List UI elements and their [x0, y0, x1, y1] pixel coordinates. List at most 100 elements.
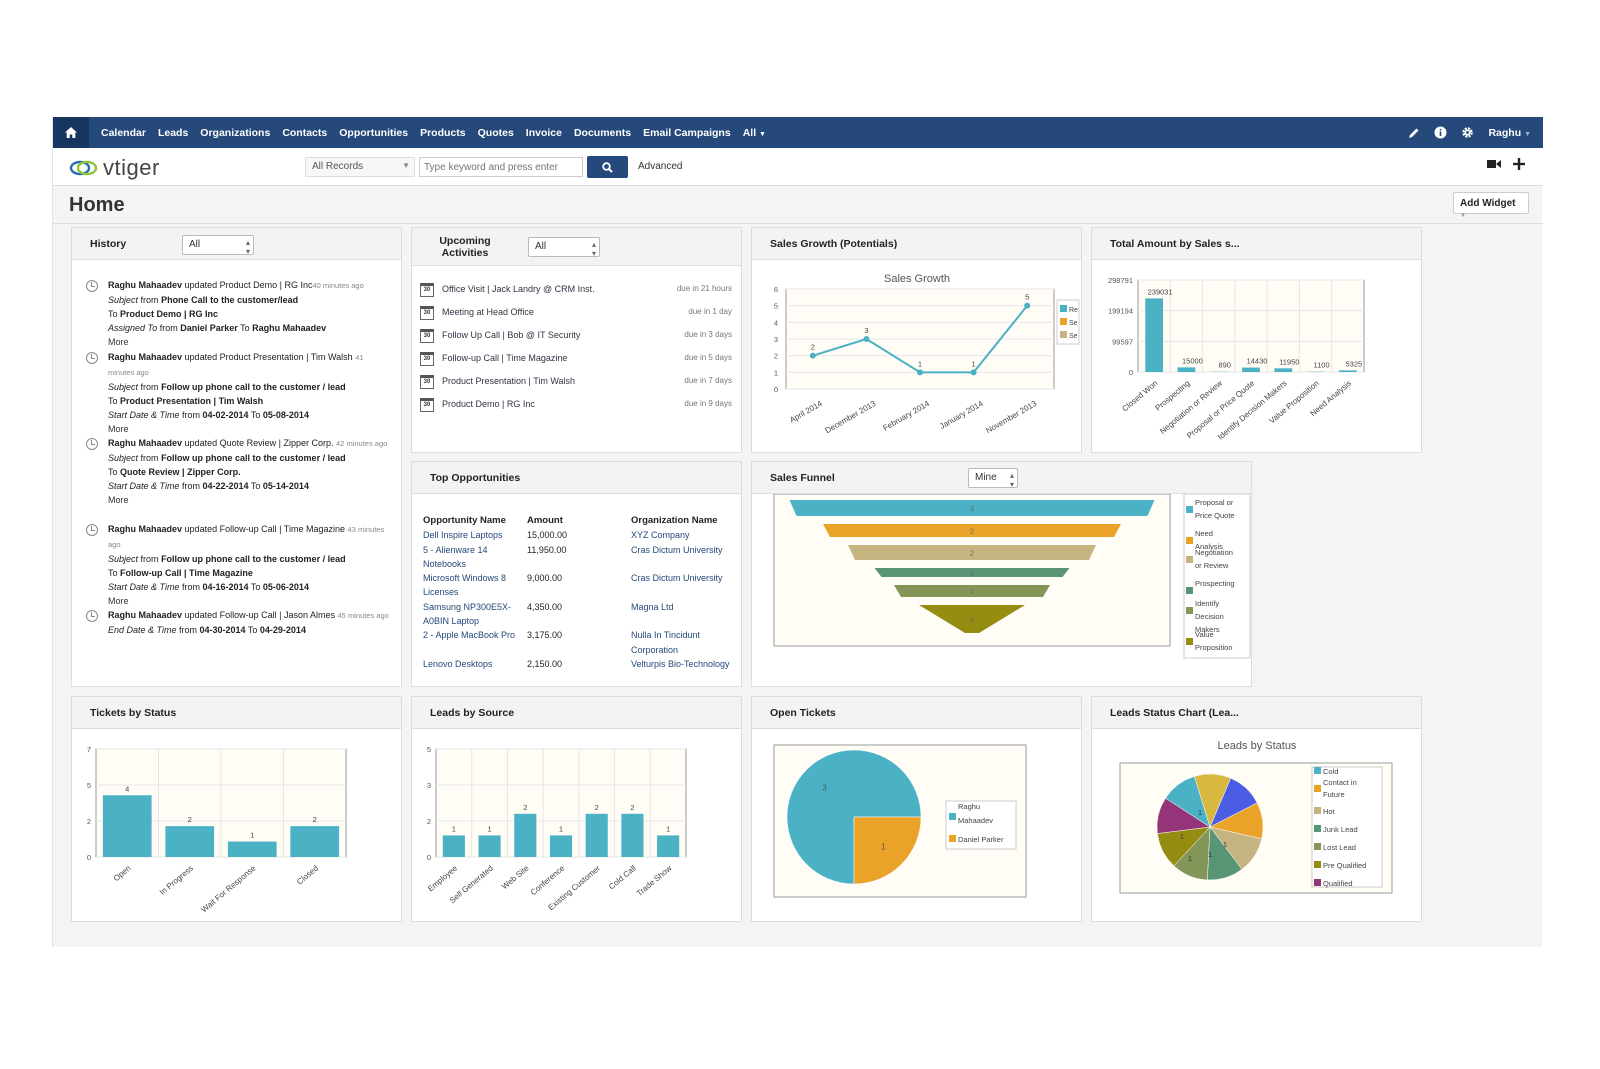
activity-title[interactable]: Meeting at Head Office — [442, 307, 534, 317]
widget-header: Leads by Source — [412, 697, 741, 729]
nav-opportunities[interactable]: Opportunities — [339, 126, 409, 139]
amount: 3,175.00 — [527, 630, 563, 641]
activity-row[interactable]: 30 Product Demo | RG Inc due in 9 days — [420, 397, 732, 415]
vtiger-logo[interactable]: vtiger — [69, 155, 160, 181]
opportunity-name[interactable]: 5 - Alienware 14 Notebooks — [423, 544, 488, 569]
search-button[interactable] — [587, 156, 628, 178]
table-row[interactable]: Dell Inspire Laptops 15,000.00 XYZ Company — [423, 528, 735, 542]
more-link[interactable]: More — [108, 337, 129, 347]
activity-title[interactable]: Follow-up Call | Time Magazine — [442, 353, 568, 363]
sales-growth-chart: Sales Growth 0 1 2 3 4 5 6 2 April 2014 3 December … — [774, 273, 1080, 435]
activity-row[interactable]: 30 Follow Up Call | Bob @ IT Security due … — [420, 328, 732, 346]
history-target[interactable]: Follow-up Call | Jason Almes — [219, 610, 335, 620]
legend-label-line: Identify — [1195, 599, 1219, 608]
more-link[interactable]: More — [108, 495, 129, 505]
video-camera-icon[interactable] — [1487, 159, 1501, 169]
y-tick-label: 199194 — [1108, 307, 1133, 316]
legend-box — [1183, 494, 1251, 659]
more-link[interactable]: More — [108, 596, 129, 606]
organization-name[interactable]: Magna Ltd — [631, 601, 674, 612]
nav-email-campaigns[interactable]: Email Campaigns — [643, 126, 731, 139]
sales-growth-widget: Sales Growth (Potentials) Sales Growth 0 1… — [751, 227, 1082, 453]
data-label: 1 — [970, 615, 974, 624]
organization-name[interactable]: Cras Dictum University — [631, 544, 723, 555]
table-row[interactable]: 2 - Apple MacBook Pro 3,175.00 Nulla In Ti… — [423, 628, 735, 657]
organization-name[interactable]: XYZ Company — [631, 530, 690, 541]
from-label: from — [140, 382, 159, 392]
from-label: from — [159, 323, 178, 333]
add-widget-button[interactable]: Add Widget ▼ — [1453, 192, 1529, 219]
table-row[interactable]: Samsung NP300E5X-A0BIN Laptop 4,350.00 Mag… — [423, 600, 735, 629]
search-input[interactable] — [419, 157, 583, 177]
y-tick-label: 0 — [427, 853, 431, 862]
nav-leads[interactable]: Leads — [157, 126, 189, 139]
history-user: Raghu Mahaadev — [108, 352, 183, 362]
history-target[interactable]: Follow-up Call | Time Magazine — [219, 524, 345, 534]
nav-quotes[interactable]: Quotes — [477, 126, 514, 139]
nav-contacts[interactable]: Contacts — [282, 126, 328, 139]
opportunity-name[interactable]: 2 - Apple MacBook Pro — [423, 630, 516, 641]
data-label: 1 — [970, 569, 974, 578]
organization-name[interactable]: Velturpis Bio-Technology — [631, 658, 730, 669]
history-time: 40 minutes ago — [312, 281, 364, 290]
legend-label: Cold — [1323, 767, 1338, 776]
history-action: updated — [184, 610, 218, 620]
nav-organizations[interactable]: Organizations — [200, 126, 271, 139]
chevron-updown-icon: ▴ ▾ — [591, 240, 596, 258]
activity-row[interactable]: 30 Meeting at Head Office due in 1 day — [420, 305, 732, 323]
organization-name[interactable]: Cras Dictum University — [631, 573, 723, 584]
table-row[interactable]: Microsoft Windows 8 Licenses 9,000.00 Cras… — [423, 571, 735, 600]
data-label: 1 — [970, 587, 974, 596]
widget-title: Sales Funnel — [770, 471, 835, 484]
legend-label-line: Prospecting — [1195, 579, 1235, 588]
funnel-filter-select[interactable]: Mine ▴ ▾ — [968, 468, 1018, 489]
old-value: Follow up phone call to the customer / l… — [161, 382, 346, 392]
y-tick-label: 7 — [87, 745, 91, 754]
history-target[interactable]: Product Presentation | Tim Walsh — [219, 352, 353, 362]
pencil-icon[interactable] — [1408, 127, 1420, 139]
activity-title[interactable]: Follow Up Call | Bob @ IT Security — [442, 330, 581, 340]
new-value: Follow-up Call | Time Magazine — [120, 568, 253, 578]
table-row[interactable]: 5 - Alienware 14 Notebooks 11,950.00 Cras … — [423, 543, 735, 572]
history-target[interactable]: Quote Review | Zipper Corp. — [219, 438, 334, 448]
history-action: updated — [184, 280, 218, 290]
info-icon[interactable] — [1434, 126, 1447, 139]
legend-label: Prospecting — [1195, 579, 1235, 588]
activity-title[interactable]: Office Visit | Jack Landry @ CRM Inst. — [442, 284, 595, 294]
history-filter-select[interactable]: All ▴ ▾ — [182, 235, 254, 256]
more-link[interactable]: More — [108, 424, 129, 434]
opportunity-name[interactable]: Samsung NP300E5X-A0BIN Laptop — [423, 601, 512, 627]
history-item: Raghu Mahaadev updated Follow-up Call | … — [86, 522, 390, 608]
legend-label: Raghu Mahaadev — [958, 802, 993, 825]
gear-icon[interactable] — [1461, 126, 1474, 139]
to-label: To — [250, 582, 261, 592]
user-menu[interactable]: Raghu ▼ — [1488, 127, 1531, 139]
activity-row[interactable]: 30 Office Visit | Jack Landry @ CRM Inst.… — [420, 282, 732, 300]
advanced-search-link[interactable]: Advanced — [638, 161, 683, 172]
x-tick-label: April 2014 — [788, 399, 824, 425]
opportunity-name[interactable]: Lenovo Desktops — [423, 658, 493, 669]
amount: 4,350.00 — [527, 601, 563, 612]
table-row[interactable]: Lenovo Desktops 2,150.00 Velturpis Bio-Tec… — [423, 657, 735, 671]
records-select[interactable]: All Records ▼ — [305, 157, 415, 177]
nav-invoice[interactable]: Invoice — [525, 126, 562, 139]
home-button[interactable] — [53, 117, 89, 148]
nav-documents[interactable]: Documents — [573, 126, 632, 139]
nav-calendar[interactable]: Calendar — [101, 126, 146, 139]
activity-title[interactable]: Product Demo | RG Inc — [442, 399, 535, 409]
plus-icon[interactable] — [1513, 158, 1525, 170]
opportunity-name[interactable]: Microsoft Windows 8 Licenses — [423, 573, 507, 598]
activity-row[interactable]: 30 Follow-up Call | Time Magazine due in 5… — [420, 351, 732, 369]
activities-filter-select[interactable]: All ▴ ▾ — [528, 237, 600, 258]
legend-label-line: Value — [1195, 630, 1214, 639]
organization-name[interactable]: Nulla In Tincidunt Corporation — [631, 630, 701, 655]
history-target[interactable]: Product Demo | RG Inc — [219, 280, 313, 290]
nav-all-menu[interactable]: All ▼ — [743, 127, 766, 139]
activity-row[interactable]: 30 Product Presentation | Tim Walsh due in… — [420, 374, 732, 392]
opportunity-name[interactable]: Dell Inspire Laptops — [423, 530, 503, 541]
legend-label-line: Contact in — [1323, 778, 1357, 787]
nav-products[interactable]: Products — [420, 126, 466, 139]
new-value: 05-08-2014 — [262, 410, 309, 420]
activity-title[interactable]: Product Presentation | Tim Walsh — [442, 376, 576, 386]
